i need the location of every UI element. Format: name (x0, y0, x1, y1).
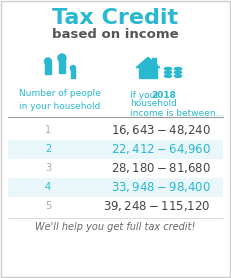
Text: $22,412 - $64,960: $22,412 - $64,960 (111, 142, 211, 156)
Text: 3: 3 (45, 163, 51, 173)
Ellipse shape (174, 75, 182, 77)
Text: 2018: 2018 (151, 91, 176, 100)
Bar (8, 140, 223, 158)
Text: income is between...: income is between... (130, 108, 224, 118)
Polygon shape (136, 57, 160, 68)
Bar (49, 68, 51, 74)
Ellipse shape (164, 75, 172, 77)
Text: 2: 2 (45, 144, 51, 154)
Text: based on income: based on income (52, 29, 179, 41)
Bar (71, 73, 73, 78)
Text: $39,248 - $115,120: $39,248 - $115,120 (103, 199, 211, 213)
Circle shape (70, 66, 76, 71)
Text: 4: 4 (45, 182, 51, 192)
Text: $33,948 - $98,400: $33,948 - $98,400 (111, 180, 211, 194)
Circle shape (45, 58, 52, 65)
Bar (63, 66, 65, 73)
Text: $16,643 - $48,240: $16,643 - $48,240 (111, 123, 211, 137)
Text: 5: 5 (45, 201, 51, 211)
Bar (46, 62, 51, 68)
Ellipse shape (164, 71, 172, 74)
Text: $28,180 - $81,680: $28,180 - $81,680 (111, 161, 211, 175)
Circle shape (58, 54, 66, 62)
Bar (59, 59, 65, 66)
Bar (46, 68, 48, 74)
Ellipse shape (164, 68, 172, 70)
Bar (71, 69, 75, 73)
Text: Number of people
in your household: Number of people in your household (19, 89, 101, 111)
Bar (59, 66, 61, 73)
Bar (139, 68, 157, 78)
Ellipse shape (174, 71, 182, 74)
Text: household: household (130, 100, 177, 108)
Text: Tax Credit: Tax Credit (52, 8, 179, 28)
Bar (73, 73, 75, 78)
Text: 1: 1 (45, 125, 51, 135)
Text: If your: If your (130, 91, 162, 100)
Bar (8, 177, 223, 197)
Ellipse shape (174, 68, 182, 70)
Bar (152, 58, 156, 64)
Text: We'll help you get full tax credit!: We'll help you get full tax credit! (35, 222, 196, 232)
